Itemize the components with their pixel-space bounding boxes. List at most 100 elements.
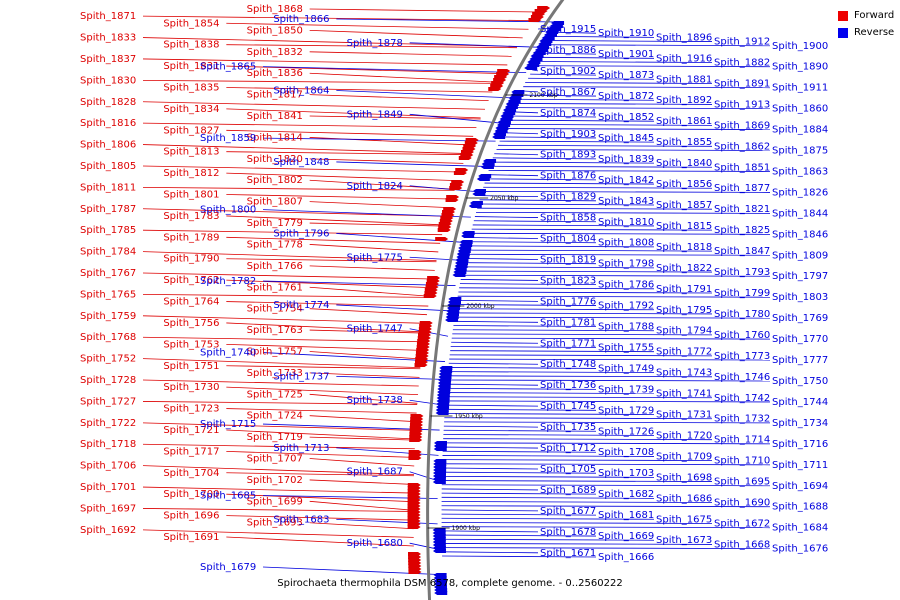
legend-forward-label: Forward <box>854 10 895 21</box>
gene-label: Spith_1693 <box>247 518 303 529</box>
leader-line <box>458 291 713 294</box>
leader-line <box>441 551 539 554</box>
gene-label: Spith_1704 <box>163 468 219 479</box>
gene-label: Spith_1830 <box>80 75 136 86</box>
gene-label: Spith_1735 <box>540 422 596 433</box>
leader-line <box>444 421 771 424</box>
leader-line <box>142 144 468 154</box>
leader-line <box>446 387 597 390</box>
leader-line <box>450 346 597 348</box>
leader-line <box>142 508 414 512</box>
leader-line <box>226 172 458 182</box>
leader-line <box>455 312 713 315</box>
gene-label: Spith_1747 <box>347 324 403 335</box>
leader-line <box>309 201 450 209</box>
leader-line <box>467 245 655 248</box>
gene-label: Spith_1808 <box>598 238 654 249</box>
leader-line <box>309 522 414 530</box>
gene-label: Spith_1752 <box>80 354 136 365</box>
forward-gene-arrow <box>458 156 472 160</box>
tick-label: 2050 kbp <box>490 195 518 202</box>
leader-line <box>465 253 771 256</box>
gene-arrows <box>407 6 565 595</box>
gene-label: Spith_1871 <box>80 11 136 22</box>
leader-line <box>226 129 474 137</box>
gene-label: Spith_1844 <box>772 208 828 219</box>
gene-label: Spith_1672 <box>714 518 770 529</box>
reverse-gene-arrow <box>433 447 447 451</box>
gene-label: Spith_1828 <box>80 97 136 108</box>
reverse-swatch <box>838 27 848 38</box>
leader-line <box>226 536 414 547</box>
gene-label: Spith_1796 <box>273 228 329 239</box>
gene-label: Spith_1676 <box>772 544 828 555</box>
gene-label: Spith_1859 <box>200 133 256 144</box>
gene-label: Spith_1705 <box>540 464 596 475</box>
leader-line <box>309 308 428 316</box>
leader-line <box>441 480 713 482</box>
gene-label: Spith_1728 <box>80 375 136 386</box>
leader-line <box>512 107 771 110</box>
leader-line <box>442 450 597 453</box>
leader-line <box>142 294 430 298</box>
gene-label: Spith_1716 <box>772 439 828 450</box>
forward-gene-arrow <box>449 186 463 190</box>
gene-label: Spith_1734 <box>772 418 828 429</box>
leader-line <box>309 72 499 83</box>
leader-line <box>449 358 771 361</box>
tick-label: 1950 kbp <box>454 413 482 420</box>
gene-label: Spith_1812 <box>163 168 219 179</box>
gene-label: Spith_1851 <box>714 162 770 173</box>
gene-label: Spith_1769 <box>772 313 828 324</box>
leader-line <box>226 108 481 119</box>
gene-label: Spith_1698 <box>656 472 712 483</box>
gene-label: Spith_1834 <box>163 104 219 115</box>
leader-line <box>441 543 713 545</box>
forward-gene-arrow <box>407 525 421 529</box>
leader-line <box>478 203 655 206</box>
gene-label: Spith_1783 <box>163 211 219 222</box>
gene-label: Spith_1867 <box>540 87 596 98</box>
leader-line <box>226 429 416 440</box>
gene-label: Spith_1764 <box>163 297 219 308</box>
gene-label: Spith_1771 <box>540 338 596 349</box>
leader-line <box>441 505 771 508</box>
leader-line <box>464 258 539 260</box>
gene-label: Spith_1878 <box>347 38 403 49</box>
leader-line <box>506 123 713 126</box>
gene-label: Spith_1774 <box>273 300 329 311</box>
gene-label: Spith_1745 <box>540 401 596 412</box>
gene-label: Spith_1737 <box>273 371 329 382</box>
gene-label: Spith_1688 <box>772 502 828 513</box>
leader-line <box>226 301 429 307</box>
leader-line <box>441 484 771 487</box>
leader-line <box>309 500 414 511</box>
gene-label: Spith_1784 <box>80 247 136 258</box>
gene-label: Spith_1760 <box>714 330 770 341</box>
gene-label: Spith_1740 <box>200 348 256 359</box>
leader-line <box>448 362 539 365</box>
leader-line <box>309 137 471 146</box>
gene-label: Spith_1725 <box>247 389 303 400</box>
leader-line <box>336 447 439 456</box>
reverse-gene-arrow <box>435 411 449 415</box>
leader-line <box>226 194 452 200</box>
leader-line <box>530 73 597 76</box>
leader-line <box>142 315 426 324</box>
leader-line <box>262 137 496 142</box>
gene-label: Spith_1770 <box>772 334 828 345</box>
leader-line <box>464 262 597 265</box>
gene-label: Spith_1787 <box>80 204 136 215</box>
gene-label: Spith_1817 <box>247 90 303 101</box>
gene-label: Spith_1804 <box>540 234 596 245</box>
gene-label: Spith_1718 <box>80 439 136 450</box>
gene-label: Spith_1798 <box>598 259 654 270</box>
leader-line <box>454 320 539 323</box>
reverse-gene-arrow <box>445 318 459 322</box>
leader-line <box>499 140 655 143</box>
leader-line <box>507 119 655 122</box>
gene-label: Spith_1823 <box>540 275 596 286</box>
gene-label: Spith_1719 <box>247 432 303 443</box>
leader-line <box>142 165 461 173</box>
